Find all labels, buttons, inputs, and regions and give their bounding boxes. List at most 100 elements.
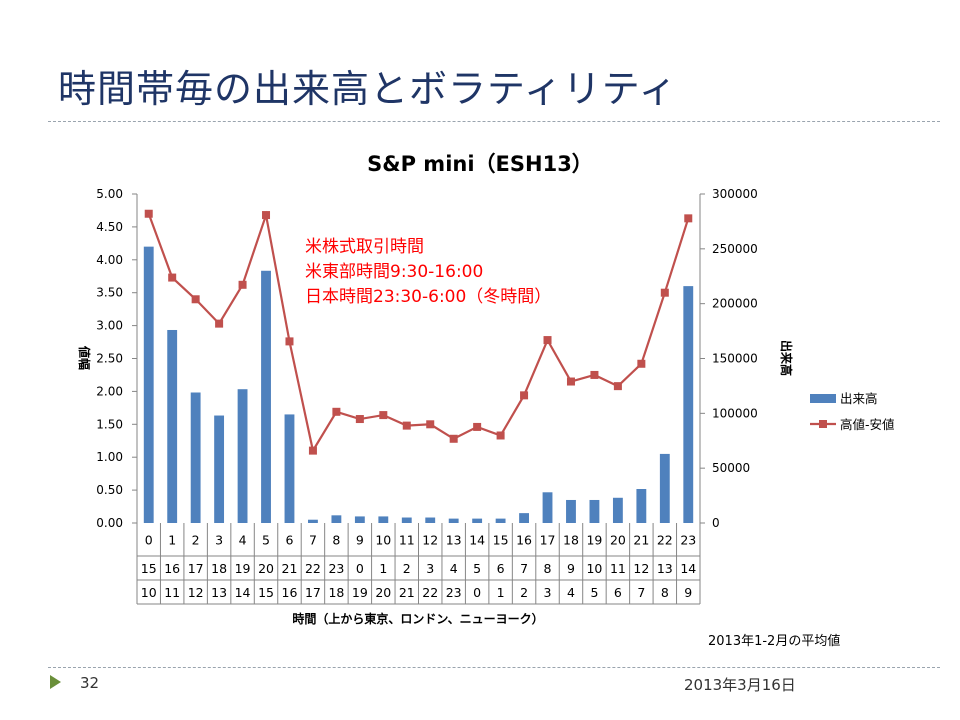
london-hour-label: 6 [497, 561, 505, 576]
volume-bar [214, 415, 225, 523]
tokyo-hour-label: 6 [286, 533, 294, 548]
tokyo-hour-label: 16 [516, 533, 532, 548]
tokyo-hour-label: 5 [262, 533, 270, 548]
volume-bar [401, 517, 412, 523]
right-tick-label: 100000 [712, 406, 758, 420]
tokyo-hour-label: 13 [446, 533, 462, 548]
tokyo-hour-label: 10 [375, 533, 391, 548]
newyork-hour-label: 18 [328, 585, 344, 600]
newyork-hour-label: 9 [684, 585, 692, 600]
trading-hours-annotation: 米東部時間9:30-16:00 [305, 262, 483, 282]
tokyo-hour-label: 1 [168, 533, 176, 548]
newyork-hour-label: 0 [473, 585, 481, 600]
volume-bar [354, 516, 365, 523]
volume-bar [495, 518, 506, 523]
range-marker [285, 337, 294, 346]
volume-bar [566, 499, 576, 523]
tokyo-hour-label: 15 [493, 533, 509, 548]
london-hour-label: 15 [141, 561, 157, 576]
left-tick-label: 0.00 [96, 516, 123, 530]
tokyo-hour-label: 3 [215, 533, 223, 548]
newyork-hour-label: 7 [637, 585, 645, 600]
right-tick-label: 300000 [712, 187, 758, 201]
tokyo-hour-label: 7 [309, 533, 317, 548]
london-hour-label: 5 [473, 561, 481, 576]
range-marker [566, 377, 575, 386]
page-number: 32 [80, 674, 100, 692]
volume-bar [683, 286, 694, 523]
newyork-hour-label: 17 [305, 585, 321, 600]
tokyo-hour-label: 20 [610, 533, 626, 548]
london-hour-label: 22 [305, 561, 321, 576]
newyork-hour-label: 21 [399, 585, 415, 600]
right-tick-label: 0 [712, 516, 720, 530]
range-marker [168, 273, 177, 282]
london-hour-label: 20 [258, 561, 274, 576]
london-hour-label: 8 [544, 561, 552, 576]
volume-bar [378, 516, 389, 523]
newyork-hour-label: 10 [141, 585, 157, 600]
newyork-hour-label: 22 [422, 585, 438, 600]
tokyo-hour-label: 12 [422, 533, 438, 548]
range-marker [520, 391, 529, 400]
volume-bar [519, 513, 529, 523]
left-axis-title: 値幅 [77, 345, 92, 370]
left-tick-label: 4.50 [96, 220, 123, 234]
newyork-hour-label: 3 [544, 585, 552, 600]
london-hour-label: 16 [164, 561, 180, 576]
tokyo-hour-label: 8 [332, 533, 340, 548]
tokyo-hour-label: 9 [356, 533, 364, 548]
tokyo-hour-label: 17 [540, 533, 556, 548]
london-hour-label: 9 [567, 561, 575, 576]
volume-bar [261, 270, 271, 523]
right-tick-label: 200000 [712, 297, 758, 311]
tokyo-hour-label: 23 [680, 533, 696, 548]
left-tick-label: 1.50 [96, 417, 123, 431]
range-marker [379, 411, 388, 420]
london-hour-label: 19 [235, 561, 251, 576]
volume-bar [237, 389, 248, 523]
newyork-hour-label: 5 [590, 585, 598, 600]
right-tick-label: 250000 [712, 242, 758, 256]
right-tick-label: 150000 [712, 352, 758, 366]
newyork-hour-label: 19 [352, 585, 368, 600]
range-marker [496, 431, 505, 440]
london-hour-label: 10 [586, 561, 602, 576]
newyork-hour-label: 12 [188, 585, 204, 600]
london-hour-label: 12 [633, 561, 649, 576]
newyork-hour-label: 20 [375, 585, 391, 600]
volume-bar [284, 414, 295, 523]
left-tick-label: 2.00 [96, 384, 123, 398]
right-tick-label: 50000 [712, 461, 750, 475]
london-hour-label: 17 [188, 561, 204, 576]
newyork-hour-label: 15 [258, 585, 274, 600]
volume-bar [190, 392, 201, 523]
volume-bar [448, 518, 459, 523]
london-hour-label: 18 [211, 561, 227, 576]
newyork-hour-label: 1 [497, 585, 505, 600]
legend-bar-label: 出来高 [840, 391, 878, 406]
range-marker [426, 420, 435, 429]
range-marker [590, 370, 599, 379]
title-divider [48, 121, 940, 122]
volume-bar [143, 246, 154, 523]
london-hour-label: 14 [680, 561, 696, 576]
tokyo-hour-label: 11 [399, 533, 415, 548]
newyork-hour-label: 8 [661, 585, 669, 600]
london-hour-label: 0 [356, 561, 364, 576]
range-marker [543, 336, 552, 345]
left-tick-label: 2.50 [96, 352, 123, 366]
range-marker [144, 209, 153, 218]
left-tick-label: 3.00 [96, 319, 123, 333]
volume-bar [167, 329, 178, 523]
tokyo-hour-label: 4 [239, 533, 247, 548]
legend-line-marker [819, 420, 827, 428]
range-marker [402, 421, 411, 430]
newyork-hour-label: 4 [567, 585, 575, 600]
slide-date: 2013年3月16日 [684, 676, 796, 694]
tokyo-hour-label: 0 [145, 533, 153, 548]
footer-divider [48, 667, 940, 668]
london-hour-label: 7 [520, 561, 528, 576]
tokyo-hour-label: 2 [192, 533, 200, 548]
range-marker [684, 214, 693, 223]
